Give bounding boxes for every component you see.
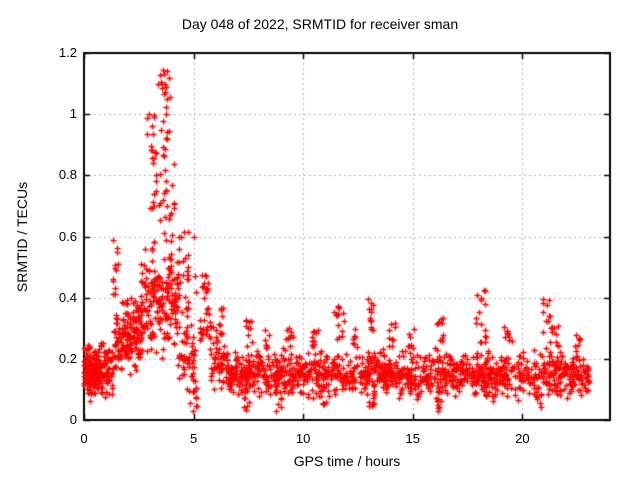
x-tick-label: 20	[515, 431, 530, 446]
x-tick-label: 5	[189, 431, 198, 446]
x-tick-label: 0	[80, 431, 88, 446]
y-tick-label: 1.2	[58, 45, 77, 60]
y-tick-label: 0.2	[58, 350, 77, 366]
y-tick-label: 0.6	[58, 228, 77, 244]
x-axis-label: GPS time / hours	[293, 453, 401, 469]
x-tick-label: 15	[405, 431, 420, 446]
y-tick-label: 1	[69, 106, 77, 122]
y-tick-label: 0.8	[58, 167, 77, 183]
y-tick-label: 0	[69, 412, 77, 427]
x-tick-label: 10	[295, 431, 311, 446]
chart-title: Day 048 of 2022, SRMTID for receiver sma…	[181, 16, 459, 32]
y-tick-label: 0.4	[58, 289, 77, 305]
